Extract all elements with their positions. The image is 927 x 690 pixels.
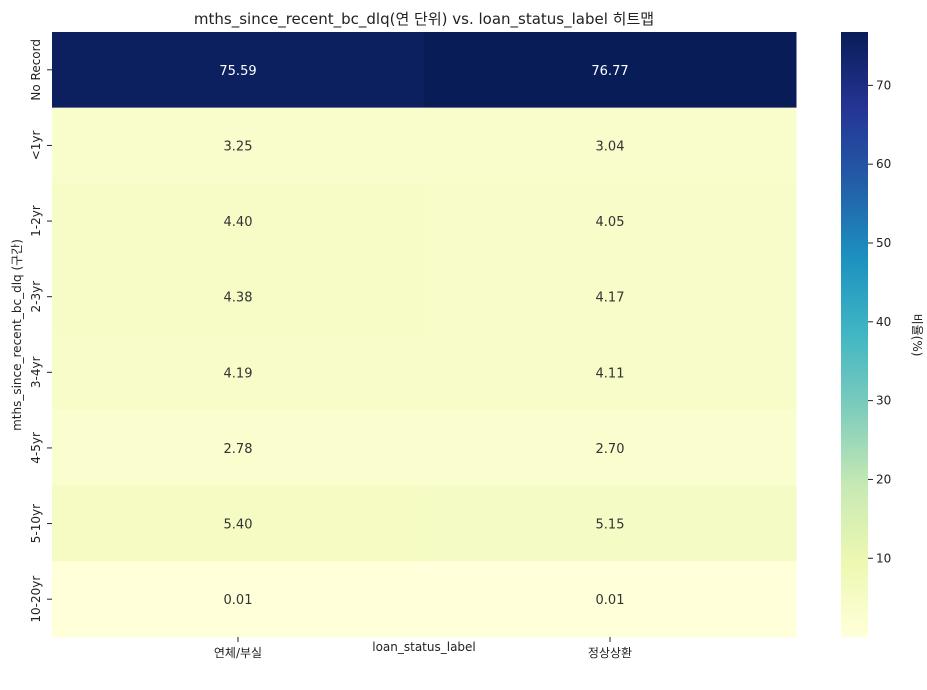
cell-value-label: 0.01 bbox=[596, 593, 625, 608]
colorbar-tick-label: 10 bbox=[876, 551, 891, 565]
heatmap-cell bbox=[424, 485, 797, 562]
heatmap-cell bbox=[52, 410, 425, 487]
colorbar-tick-label: 50 bbox=[876, 236, 891, 250]
x-axis: 연체/부실 정상상환 bbox=[214, 637, 632, 660]
heatmap-cell bbox=[52, 183, 425, 260]
cell-value-label: 3.25 bbox=[224, 139, 253, 154]
cell-value-label: 76.77 bbox=[591, 64, 628, 79]
cell-value-label: 2.78 bbox=[224, 442, 253, 457]
y-axis: No Record <1yr 1-2yr 2-3yr 3-4yr 4-5yr 5-10yr 1… bbox=[29, 39, 52, 623]
y-tick-label: 2-3yr bbox=[29, 281, 43, 313]
cell-value-label: 5.15 bbox=[596, 518, 625, 533]
y-tick-label: <1yr bbox=[29, 131, 43, 161]
heatmap-cell bbox=[52, 485, 425, 562]
cell-value-labels: 75.59 76.77 3.25 3.04 4.40 4.05 4.38 4.17 4.19 4.… bbox=[219, 64, 628, 608]
cell-value-label: 0.01 bbox=[224, 593, 253, 608]
heatmap-cell bbox=[424, 32, 797, 109]
colorbar bbox=[841, 32, 868, 637]
cell-value-label: 4.40 bbox=[224, 215, 253, 230]
colorbar-tick-label: 20 bbox=[876, 472, 891, 486]
y-tick-label: 5-10yr bbox=[29, 504, 43, 543]
y-tick-label: 1-2yr bbox=[29, 205, 43, 237]
colorbar-ticks: 10 20 30 40 50 60 70 bbox=[868, 78, 891, 565]
y-tick-label: No Record bbox=[29, 39, 43, 101]
cell-value-label: 4.38 bbox=[224, 291, 253, 306]
colorbar-tick-label: 70 bbox=[876, 78, 891, 92]
heatmap-cell bbox=[52, 561, 425, 638]
colorbar-tick-label: 40 bbox=[876, 315, 891, 329]
y-tick-label: 4-5yr bbox=[29, 432, 43, 464]
x-axis-label: loan_status_label bbox=[372, 640, 476, 654]
x-tick-label: 정상상환 bbox=[588, 646, 632, 660]
heatmap-cell bbox=[424, 561, 797, 638]
y-tick-label: 3-4yr bbox=[29, 356, 43, 388]
colorbar-tick-label: 60 bbox=[876, 157, 891, 171]
heatmap-cell bbox=[52, 258, 425, 335]
chart-title: mths_since_recent_bc_dlq(연 단위) vs. loan_… bbox=[194, 10, 654, 29]
heatmap-cells bbox=[52, 32, 797, 638]
heatmap-cell bbox=[424, 410, 797, 487]
cell-value-label: 4.19 bbox=[224, 366, 253, 381]
cell-value-label: 4.11 bbox=[596, 366, 625, 381]
heatmap-cell bbox=[52, 32, 425, 109]
heatmap-cell bbox=[424, 334, 797, 411]
cell-value-label: 3.04 bbox=[596, 139, 625, 154]
heatmap-cell bbox=[424, 107, 797, 184]
heatmap-cell bbox=[424, 183, 797, 260]
cell-value-label: 4.17 bbox=[596, 291, 625, 306]
x-tick-label: 연체/부실 bbox=[214, 646, 262, 660]
y-axis-label: mths_since_recent_bc_dlq (구간) bbox=[10, 239, 24, 431]
colorbar-label: 비율(%) bbox=[910, 314, 924, 357]
cell-value-label: 75.59 bbox=[219, 64, 256, 79]
colorbar-tick-label: 30 bbox=[876, 394, 891, 408]
heatmap-cell bbox=[52, 334, 425, 411]
heatmap-cell bbox=[52, 107, 425, 184]
cell-value-label: 4.05 bbox=[596, 215, 625, 230]
y-tick-label: 10-20yr bbox=[29, 576, 43, 623]
cell-value-label: 2.70 bbox=[596, 442, 625, 457]
heatmap-cell bbox=[424, 258, 797, 335]
cell-value-label: 5.40 bbox=[224, 518, 253, 533]
